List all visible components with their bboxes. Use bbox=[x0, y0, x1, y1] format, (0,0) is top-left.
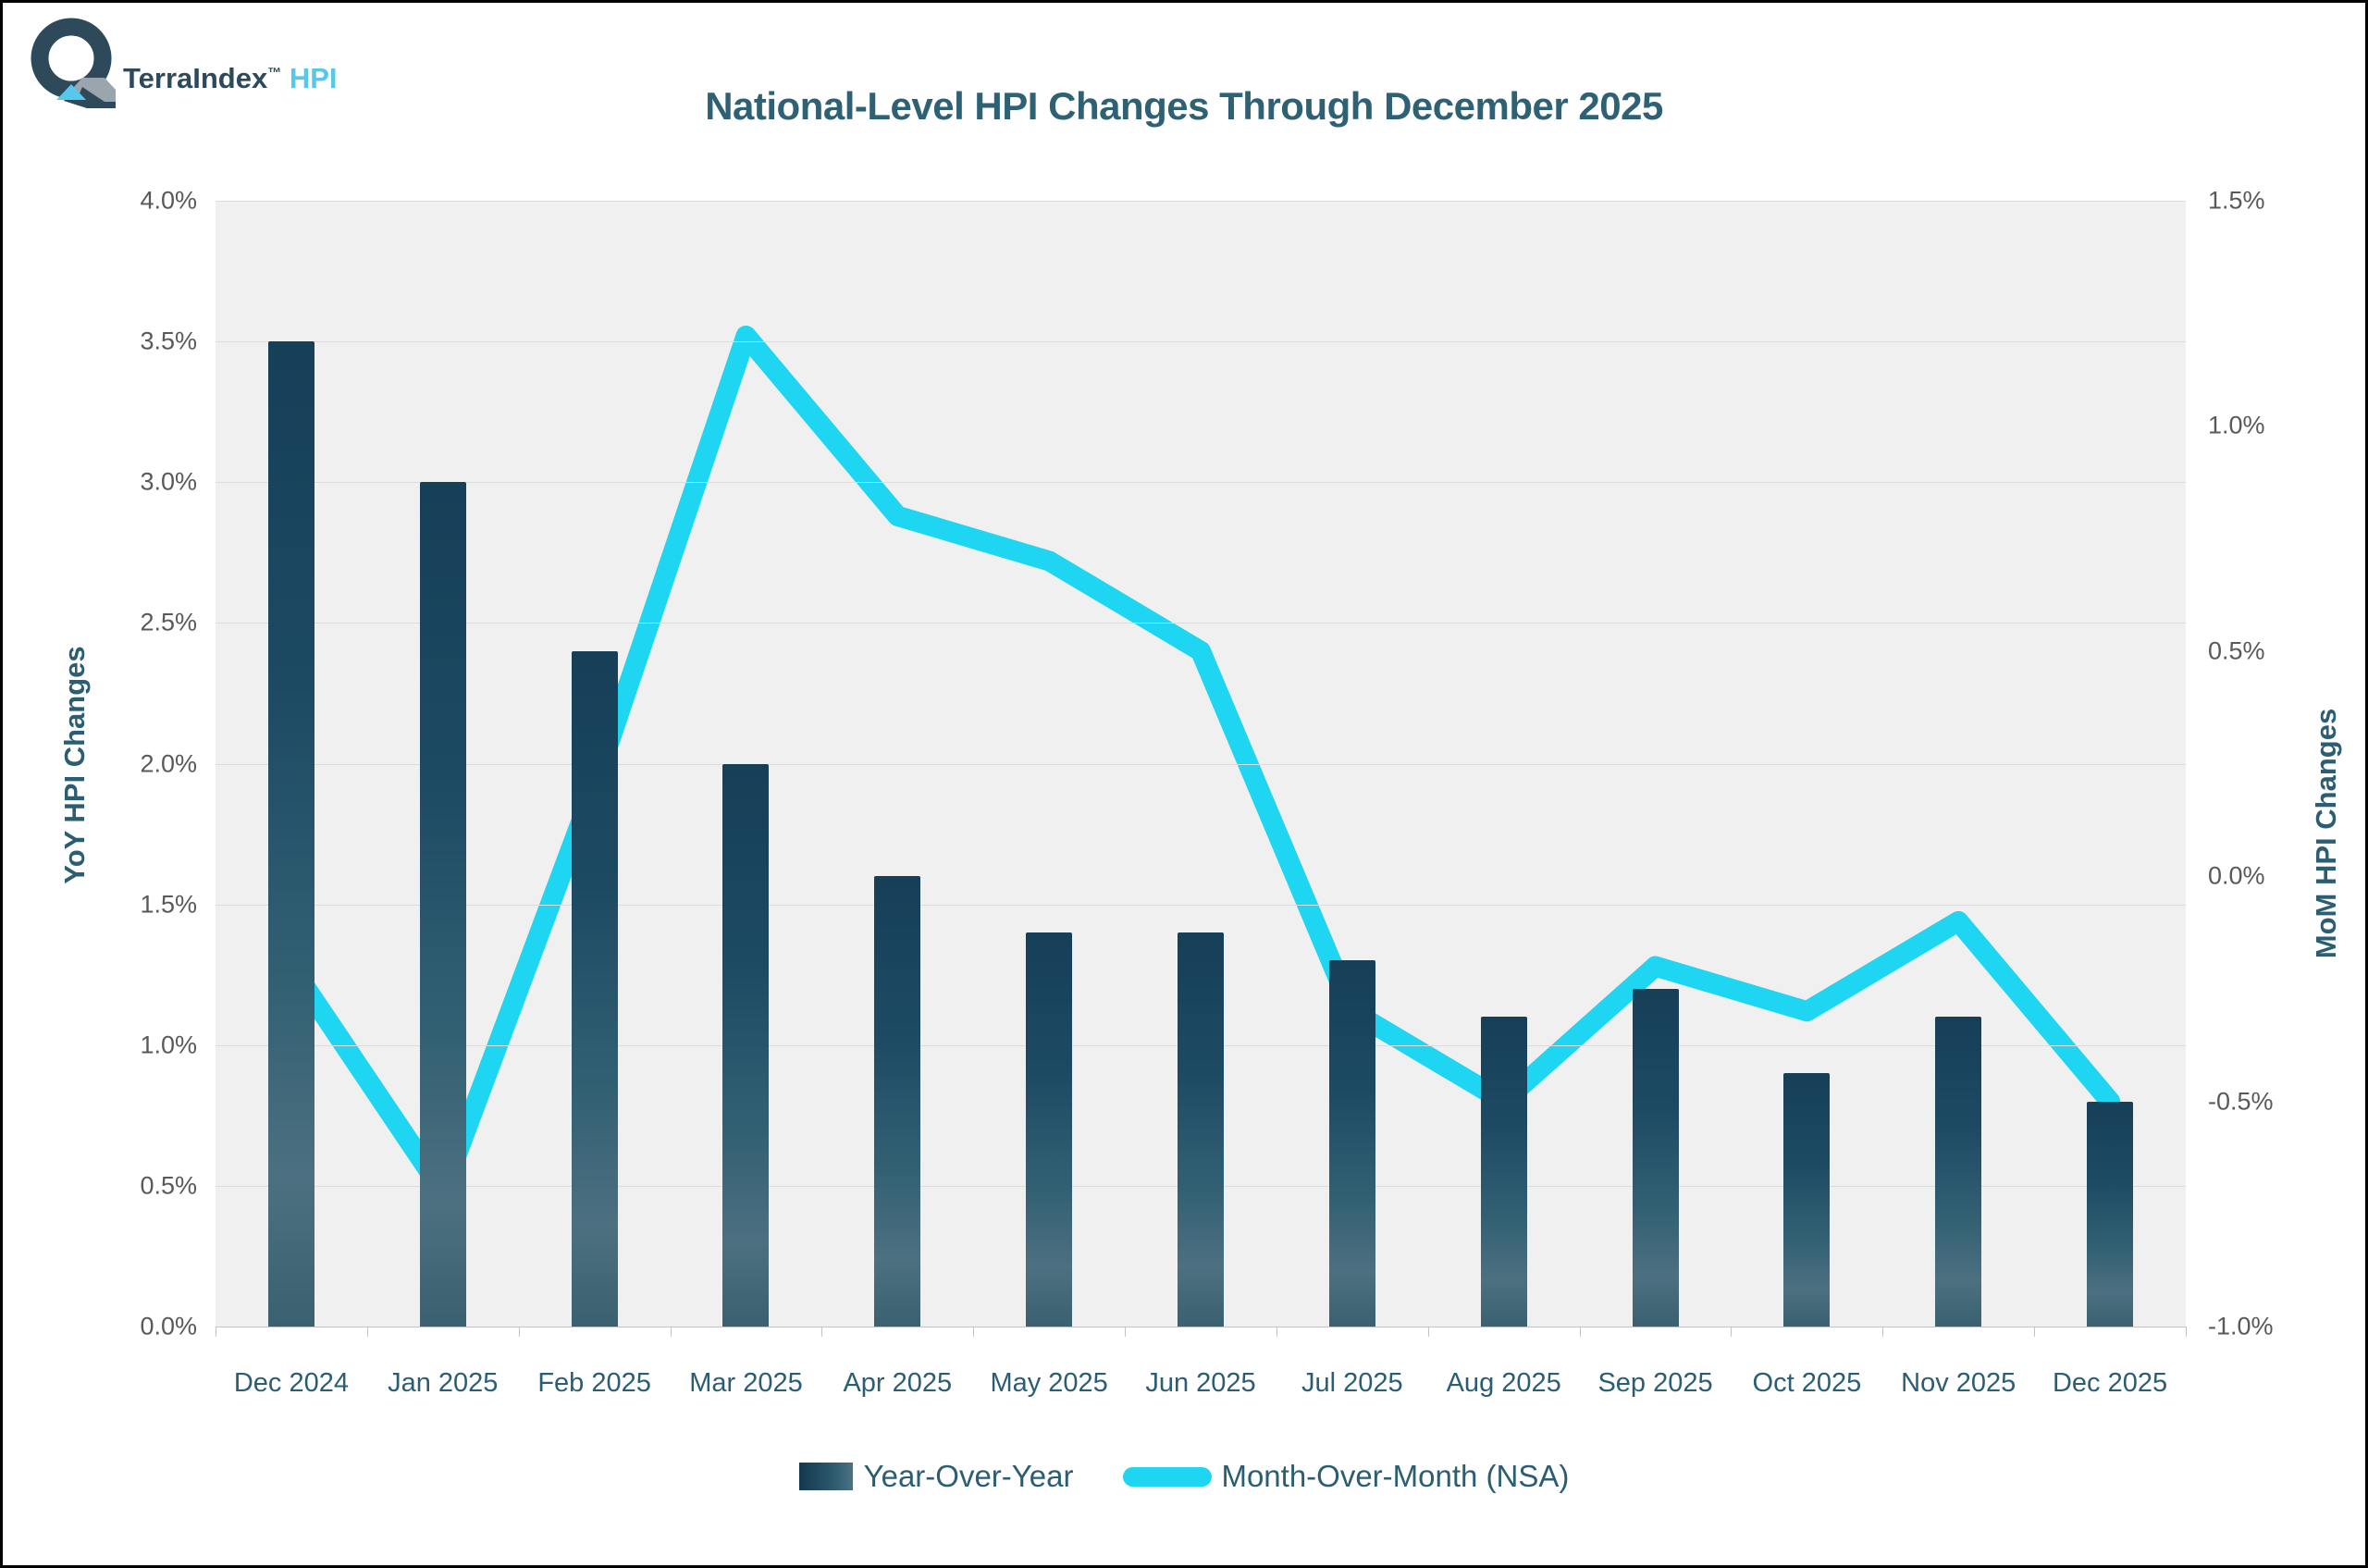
x-axis-label: Jun 2025 bbox=[1145, 1368, 1256, 1398]
logo-brand: TerraIndex bbox=[123, 62, 268, 94]
gridline bbox=[216, 201, 2186, 202]
x-axis-label: Dec 2024 bbox=[233, 1368, 349, 1398]
logo-q-icon bbox=[31, 18, 116, 108]
x-axis-label: Jan 2025 bbox=[388, 1368, 499, 1398]
gridline bbox=[216, 763, 2186, 765]
right-axis-tick-label: -1.0% bbox=[2208, 1312, 2274, 1340]
x-axis-label: Dec 2025 bbox=[2052, 1368, 2168, 1398]
x-axis-tick bbox=[1882, 1327, 1884, 1337]
x-axis-tick bbox=[1125, 1327, 1127, 1337]
legend-item: Year-Over-Year bbox=[798, 1459, 1074, 1494]
x-axis-label: Sep 2025 bbox=[1597, 1368, 1713, 1398]
bar bbox=[419, 482, 466, 1327]
x-axis-label: Jul 2025 bbox=[1301, 1368, 1403, 1398]
legend: Year-Over-Year Month-Over-Month (NSA) bbox=[3, 1459, 2365, 1494]
left-axis-tick-label: 3.5% bbox=[140, 327, 197, 355]
left-axis-tick-label: 0.0% bbox=[140, 1312, 197, 1340]
bar bbox=[722, 763, 770, 1327]
left-axis-tick-label: 1.5% bbox=[140, 890, 197, 919]
x-axis-label: Aug 2025 bbox=[1446, 1368, 1561, 1398]
right-axis-tick-label: 0.5% bbox=[2208, 636, 2265, 665]
gridline bbox=[216, 904, 2186, 906]
left-axis-tick-label: 0.5% bbox=[140, 1171, 197, 1200]
logo: TerraIndex™ HPI bbox=[23, 16, 338, 108]
right-axis-tick-label: 1.0% bbox=[2208, 411, 2265, 439]
legend-item: Month-Over-Month (NSA) bbox=[1123, 1459, 1569, 1494]
x-axis-tick bbox=[518, 1327, 520, 1337]
x-axis-label: Feb 2025 bbox=[537, 1368, 651, 1398]
x-axis-tick bbox=[366, 1327, 368, 1337]
bar bbox=[1632, 988, 1679, 1327]
bar bbox=[571, 650, 618, 1327]
x-axis-tick bbox=[973, 1327, 975, 1337]
x-axis-tick bbox=[2186, 1327, 2187, 1337]
right-axis-tick-label: 1.5% bbox=[2208, 186, 2265, 215]
logo-text: TerraIndex™ HPI bbox=[123, 62, 338, 95]
right-axis-title: MoM HPI Changes bbox=[2310, 708, 2342, 959]
left-axis-tick-label: 4.0% bbox=[140, 186, 197, 215]
legend-label: Month-Over-Month (NSA) bbox=[1221, 1459, 1570, 1493]
left-axis-tick-label: 2.0% bbox=[140, 749, 197, 777]
bar bbox=[267, 341, 314, 1327]
x-axis-tick bbox=[1579, 1327, 1581, 1337]
x-axis-label: Nov 2025 bbox=[1901, 1368, 2016, 1398]
gridline bbox=[216, 482, 2186, 484]
legend-label: Year-Over-Year bbox=[863, 1459, 1074, 1493]
legend-bar-swatch bbox=[798, 1463, 853, 1490]
bar bbox=[874, 876, 921, 1327]
plot-area bbox=[216, 201, 2187, 1337]
bar bbox=[1178, 932, 1224, 1327]
logo-product: HPI bbox=[289, 62, 338, 94]
x-axis-tick bbox=[2034, 1327, 2036, 1337]
x-axis-tick bbox=[1276, 1327, 1277, 1337]
bar bbox=[1935, 1017, 1982, 1327]
chart-title: National-Level HPI Changes Through Decem… bbox=[705, 84, 1663, 128]
left-axis-tick-label: 3.0% bbox=[140, 467, 197, 496]
x-axis-label: Mar 2025 bbox=[689, 1368, 803, 1398]
x-axis-label: May 2025 bbox=[990, 1368, 1108, 1398]
bar bbox=[1783, 1073, 1831, 1327]
bar bbox=[1480, 1017, 1527, 1327]
x-axis-label: Apr 2025 bbox=[843, 1368, 953, 1398]
bar bbox=[1026, 932, 1073, 1327]
left-axis-tick-label: 1.0% bbox=[140, 1031, 197, 1059]
x-axis-tick bbox=[1731, 1327, 1733, 1337]
right-axis-tick-label: 0.0% bbox=[2208, 861, 2265, 890]
x-axis-tick bbox=[1427, 1327, 1429, 1337]
gridline bbox=[216, 341, 2186, 343]
x-axis-tick bbox=[670, 1327, 672, 1337]
bar bbox=[1328, 960, 1375, 1327]
x-axis-tick bbox=[821, 1327, 823, 1337]
right-axis-tick-label: -0.5% bbox=[2208, 1087, 2274, 1116]
legend-line-swatch bbox=[1123, 1466, 1213, 1487]
bar bbox=[2087, 1101, 2134, 1327]
left-axis-tick-label: 2.5% bbox=[140, 608, 197, 636]
x-axis-label: Oct 2025 bbox=[1752, 1368, 1862, 1398]
logo-tm: ™ bbox=[267, 65, 282, 81]
left-axis-title: YoY HPI Changes bbox=[58, 646, 91, 884]
